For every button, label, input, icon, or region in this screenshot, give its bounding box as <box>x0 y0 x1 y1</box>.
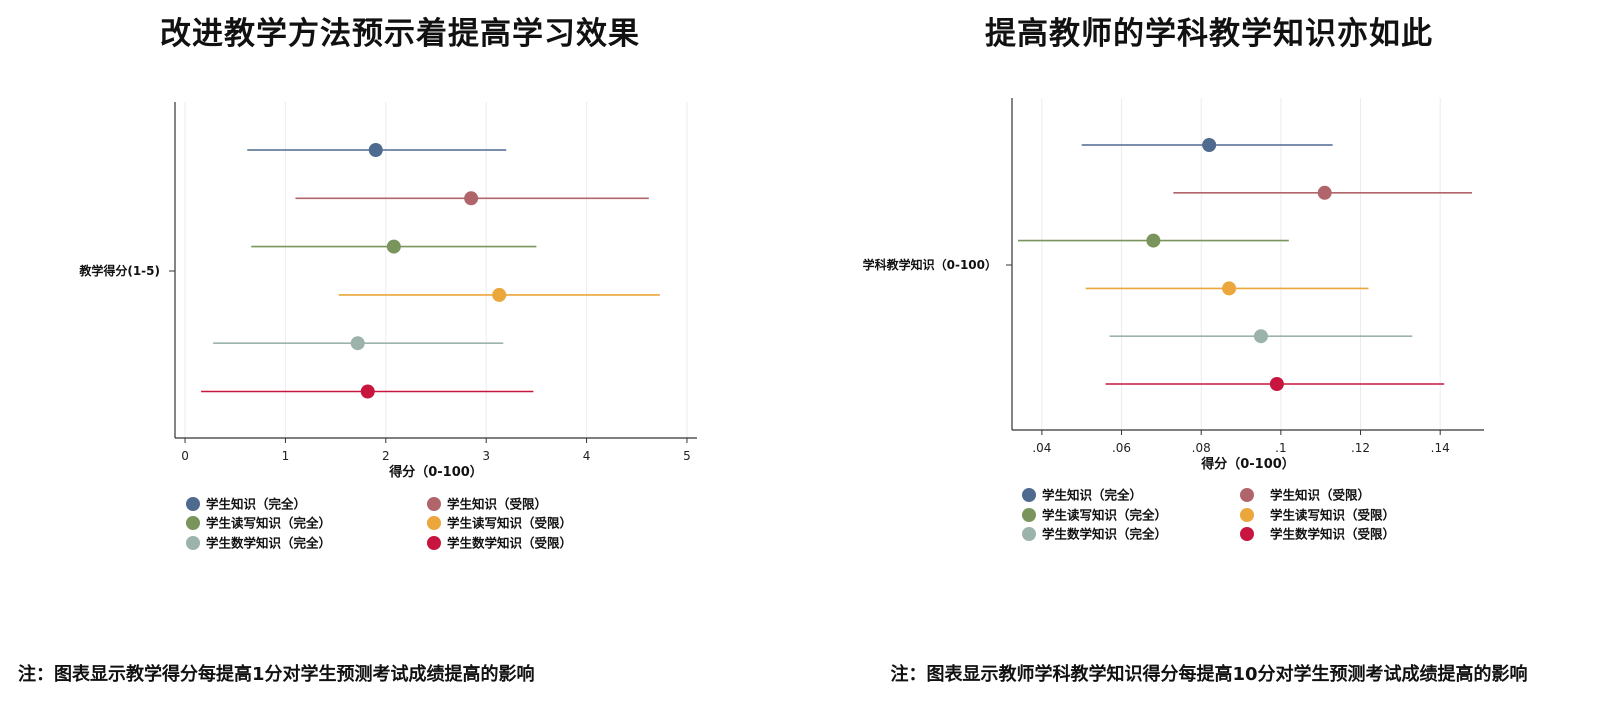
estimate-point <box>350 336 365 351</box>
legend-marker <box>186 497 200 511</box>
chart-title: 提高教师的学科教学知识亦如此 <box>985 16 1433 52</box>
x-tick-label: 3 <box>482 449 490 463</box>
estimate-point <box>464 191 479 206</box>
legend-marker <box>1022 527 1036 541</box>
chart-note: 注：图表显示教学得分每提高1分对学生预测考试成绩提高的影响 <box>18 664 535 685</box>
panel-teaching-score: 改进教学方法预示着提高学习效果 0 1 2 3 4 5 得分（0-100） 教学得分(1-5)… <box>0 0 800 721</box>
x-tick-label: 2 <box>382 449 390 463</box>
legend-label: 学生数学知识（完全） <box>1042 527 1167 542</box>
legend-marker <box>427 516 441 530</box>
estimate-point <box>1317 185 1332 200</box>
x-tick-label: 1 <box>282 449 290 463</box>
x-tick-label: .1 <box>1275 441 1286 455</box>
legend-marker <box>1022 488 1036 502</box>
x-tick-label: 0 <box>181 449 189 463</box>
estimate-point <box>1253 329 1268 344</box>
legend-marker <box>1240 488 1254 502</box>
legend-marker <box>1240 508 1254 522</box>
x-tick-label: .12 <box>1351 441 1370 455</box>
legend-label: 学生数学知识（完全） <box>206 536 331 551</box>
estimate-point <box>1269 377 1284 391</box>
legend-label: 学生读写知识（受限） <box>1270 508 1395 523</box>
legend-marker <box>1022 508 1036 522</box>
estimate-point <box>360 384 375 399</box>
coefficient-plot-teaching: 0 1 2 3 4 5 得分（0-100） 教学得分(1-5) 学生知识（完全） 学生知识（受限）… <box>78 102 697 551</box>
x-tick-label: .14 <box>1431 441 1450 455</box>
legend-label: 学生知识（受限） <box>447 497 547 512</box>
legend-label: 学生数学知识（受限） <box>1270 527 1395 542</box>
legend-marker <box>427 536 441 550</box>
x-tick-label: .06 <box>1112 441 1131 455</box>
legend-marker <box>186 536 200 550</box>
legend-label: 学生读写知识（完全） <box>206 516 331 531</box>
y-category-label: 教学得分(1-5) <box>78 263 160 278</box>
y-category-label: 学科教学知识（0-100） <box>863 257 997 272</box>
legend-label: 学生知识（完全） <box>1042 488 1142 503</box>
legend-label: 学生数学知识（受限） <box>447 536 572 551</box>
x-tick-label: .08 <box>1192 441 1211 455</box>
x-axis-title: 得分（0-100） <box>1200 456 1295 472</box>
legend-marker <box>1240 527 1254 541</box>
chart-title: 改进教学方法预示着提高学习效果 <box>160 16 640 52</box>
panel-pck-score: 提高教师的学科教学知识亦如此 .04 .06 .08 .1 .12 .14 得分（0-100… <box>800 0 1618 721</box>
x-tick-label: 5 <box>683 449 691 463</box>
coefficient-plot-pck: .04 .06 .08 .1 .12 .14 得分（0-100） 学科教学知识（0-100） 学… <box>863 98 1484 542</box>
legend-label: 学生读写知识（完全） <box>1042 508 1167 523</box>
estimate-point <box>1202 138 1217 152</box>
estimate-point <box>368 143 383 157</box>
chart-note: 注：图表显示教师学科教学知识得分每提高10分对学生预测考试成绩提高的影响 <box>890 664 1528 685</box>
legend-marker <box>427 497 441 511</box>
x-tick-label: .04 <box>1032 441 1051 455</box>
estimate-point <box>492 287 507 302</box>
x-tick-label: 4 <box>583 449 591 463</box>
estimate-point <box>1146 233 1161 248</box>
legend-label: 学生知识（受限） <box>1270 488 1370 503</box>
estimate-point <box>1222 281 1237 296</box>
legend-label: 学生知识（完全） <box>206 497 306 512</box>
legend-label: 学生读写知识（受限） <box>447 516 572 531</box>
legend-marker <box>186 516 200 530</box>
estimate-point <box>386 239 401 254</box>
x-axis-title: 得分（0-100） <box>388 464 483 480</box>
